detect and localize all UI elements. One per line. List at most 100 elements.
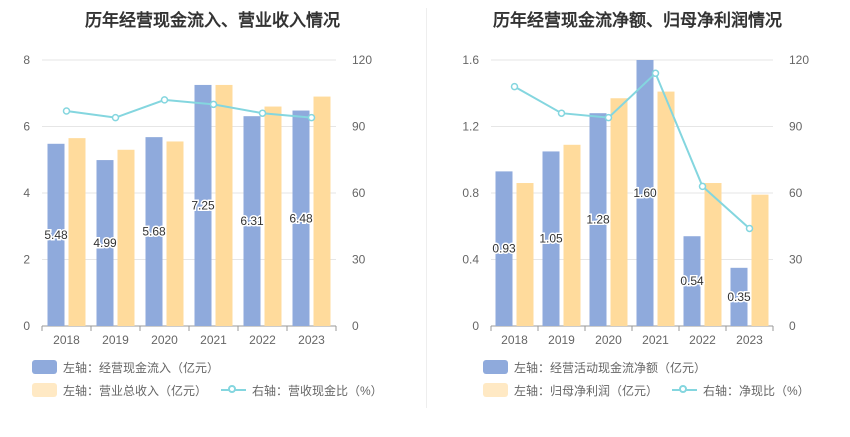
y-right-tick-label: 120 [352,53,372,67]
chart-panel-right: 历年经营现金流净额、归母净利润情况 0 0 0.4 30 0.8 60 1.2 90 1.6 12… [425,0,850,437]
y-right-tick-label: 90 [789,120,803,134]
x-tick-label: 2023 [298,333,325,347]
bar-series1 [730,267,748,326]
legend-line-marker-icon [672,383,698,397]
y-left-tick-label: 0.8 [462,186,479,200]
legend-item-bar2[interactable]: 左轴：营业总收入（亿元） [32,382,207,399]
bar-series1 [495,171,513,326]
data-label: 0.54 [680,274,704,288]
panel-divider [426,8,427,408]
bar-series2 [166,141,184,326]
y-left-tick-label: 0 [23,319,30,333]
legend-swatch [483,383,508,397]
y-right-tick-label: 90 [352,120,366,134]
chart-panel-left: 历年经营现金流入、营业收入情况 0 0 2 30 4 60 6 90 8 120 2018 2019 2… [23,11,383,399]
y-left-tick-label: 4 [23,186,30,200]
line-point [745,224,754,233]
x-tick-label: 2020 [595,333,622,347]
bar-series1 [542,151,560,326]
y-left-tick-label: 0 [472,319,479,333]
bar-series1 [194,84,212,326]
x-tick-label: 2018 [501,333,528,347]
bar-series1 [243,116,261,326]
legend-label: 左轴：经营活动现金流净额（亿元） [514,360,707,375]
line-series [514,71,751,230]
bar-series2 [264,106,282,326]
legend-swatch [32,360,57,374]
line-point [258,109,267,117]
legend-label: 左轴：经营现金流入（亿元） [63,360,220,375]
chart-plot-right: 0 0 0.4 30 0.8 60 1.2 90 1.6 120 2018 2019 2020 2021 2… [462,53,809,347]
bar-series1 [292,110,310,326]
legend-swatch [483,360,508,374]
x-tick-label: 2018 [53,333,80,347]
y-right-tick-label: 0 [789,319,796,333]
bar-series2 [563,144,581,326]
data-label: 5.48 [44,228,68,242]
x-tick-label: 2022 [689,333,716,347]
legend-swatch [32,383,57,397]
legend-label: 左轴：归母净利润（亿元） [514,383,659,398]
bar-series1 [636,60,654,326]
y-right-tick-label: 0 [352,319,359,333]
y-left-tick-label: 8 [23,53,30,67]
bar-series2 [657,91,675,327]
bar-series1 [145,137,163,326]
data-label: 0.93 [492,242,516,256]
x-tick-label: 2019 [548,333,575,347]
data-label: 6.31 [240,214,264,228]
legend-label: 左轴：营业总收入（亿元） [63,383,208,398]
legend-item-line[interactable]: 右轴：营收现金比（%） [221,382,383,399]
x-tick-label: 2021 [200,333,227,347]
line-point [651,69,660,78]
line-point [111,113,120,122]
x-tick-label: 2020 [151,333,178,347]
data-label: 4.99 [93,236,117,250]
bar-series1 [47,143,65,326]
x-tick-label: 2021 [642,333,669,347]
line-point [62,107,71,115]
bar-series1 [589,113,607,326]
bar-series2 [751,194,769,326]
line-point [209,100,218,109]
x-tick-label: 2023 [736,333,763,347]
y-left-tick-label: 2 [23,253,30,267]
y-left-tick-label: 0.4 [462,253,479,267]
data-label: 7.25 [191,198,215,212]
data-label: 1.60 [633,186,657,200]
y-right-tick-label: 30 [789,253,803,267]
line-point [510,82,519,91]
data-label: 1.28 [586,213,610,227]
legend-item-bar1[interactable]: 左轴：经营现金流入（亿元） [32,359,219,376]
x-tick-label: 2019 [102,333,129,347]
line-point [604,113,613,122]
y-right-tick-label: 60 [352,186,366,200]
bar-series2 [313,96,331,326]
bar-series2 [117,149,135,326]
data-label: 5.68 [142,225,166,239]
legend-label: 右轴：净现比（%） [703,383,810,398]
legend-label: 右轴：营收现金比（%） [252,383,383,398]
data-label: 0.35 [727,290,751,304]
line-point [307,113,316,122]
chart-plot-left: 0 0 2 30 4 60 6 90 8 120 2018 2019 2020 2021 2022 2023 5… [23,53,372,347]
legend-line-marker-icon [221,383,247,397]
y-right-tick-label: 60 [789,186,803,200]
y-left-tick-label: 1.2 [462,120,479,134]
legend-item-bar1[interactable]: 左轴：经营活动现金流净额（亿元） [483,359,706,376]
y-right-tick-label: 30 [352,253,366,267]
chart-title: 历年经营现金流入、营业收入情况 [85,11,340,30]
line-point [160,96,169,104]
bar-series1 [96,160,114,326]
x-tick-label: 2022 [249,333,276,347]
legend-item-bar2[interactable]: 左轴：归母净利润（亿元） [483,382,658,399]
bar-series2 [704,183,722,326]
bar-series2 [516,183,534,326]
bar-series2 [68,138,86,326]
bar-series1 [683,236,701,326]
line-series [66,98,312,119]
y-left-tick-label: 6 [23,120,30,134]
chart-title: 历年经营现金流净额、归母净利润情况 [493,11,782,30]
line-point [557,109,566,117]
legend-item-line[interactable]: 右轴：净现比（%） [672,382,810,399]
